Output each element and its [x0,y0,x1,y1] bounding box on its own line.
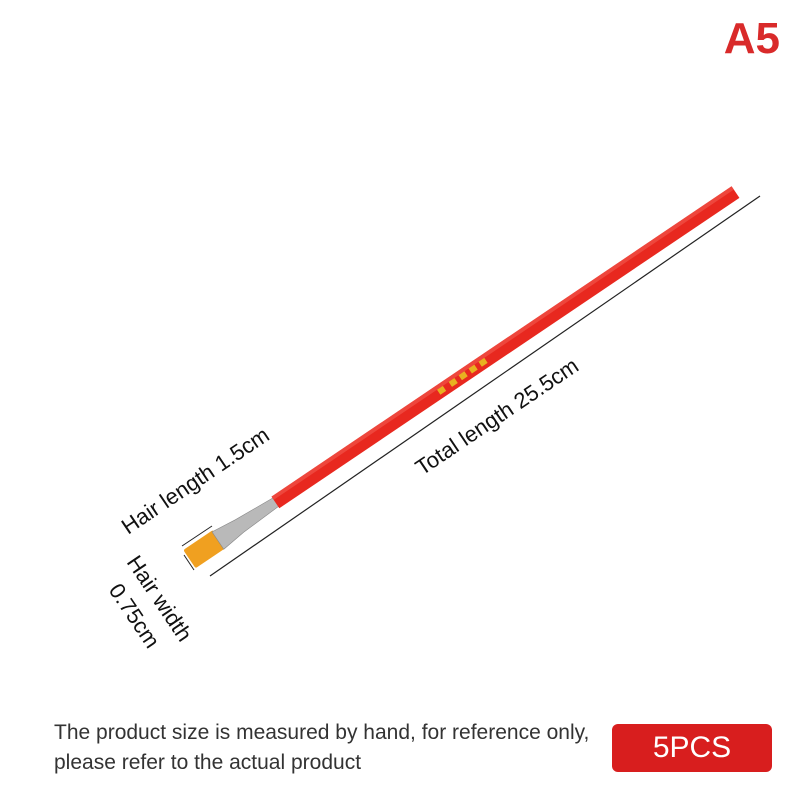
hair-width-line [183,554,195,571]
variant-label: A5 [723,14,780,63]
hair-length-line [181,525,213,547]
brush-bristles [184,530,225,568]
quantity-badge: 5PCS [612,724,772,772]
handle-gold-marking [437,357,488,395]
measurement-note: The product size is measured by hand, fo… [54,721,590,774]
handle-highlight [271,186,734,500]
total-length-line [209,195,761,577]
brush-handle [271,186,740,509]
brush-ferrule [211,496,281,550]
total-length-label: Total length 25.5cm [411,353,583,480]
